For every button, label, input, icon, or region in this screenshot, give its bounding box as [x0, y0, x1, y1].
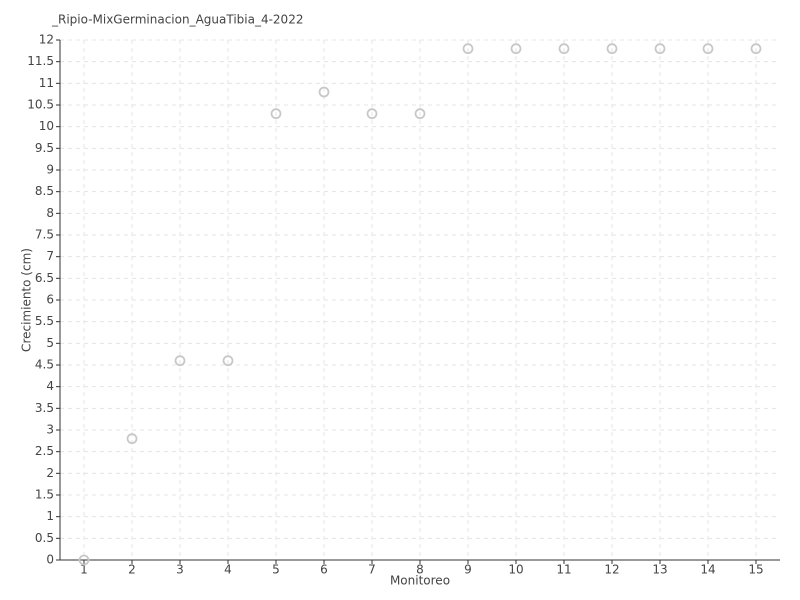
point: [366, 108, 378, 120]
point: [462, 43, 474, 55]
y-tick-label: 4.5: [35, 358, 54, 372]
point: [702, 43, 714, 55]
x-tick-label: 13: [652, 563, 667, 577]
x-tick-label: 3: [176, 563, 184, 577]
point: [318, 86, 330, 98]
y-tick-label: 8.5: [35, 184, 54, 198]
x-axis-label: Monitoreo: [390, 574, 450, 588]
y-axis-label: Crecimiento (cm): [20, 248, 34, 352]
point: [750, 43, 762, 55]
y-tick-label: 11.5: [27, 54, 54, 68]
x-tick-label: 7: [368, 563, 376, 577]
x-tick-label: 14: [700, 563, 715, 577]
point: [606, 43, 618, 55]
y-tick-label: 6.5: [35, 271, 54, 285]
y-tick-label: 10: [39, 119, 54, 133]
y-tick-label: 4: [46, 379, 54, 393]
y-tick-label: 7.5: [35, 228, 54, 242]
x-tick-label: 5: [272, 563, 280, 577]
x-tick-label: 2: [128, 563, 136, 577]
y-tick-label: 10.5: [27, 98, 54, 112]
y-tick-label: 0.5: [35, 531, 54, 545]
y-tick-label: 2: [46, 466, 54, 480]
x-tick-label: 1: [80, 563, 88, 577]
x-tick-label: 4: [224, 563, 232, 577]
y-tick-label: 0: [46, 553, 54, 567]
x-tick-label: 15: [748, 563, 763, 577]
point: [78, 554, 90, 566]
x-tick-label: 11: [556, 563, 571, 577]
point: [270, 108, 282, 120]
y-tick-label: 2.5: [35, 444, 54, 458]
y-tick-label: 12: [39, 33, 54, 47]
x-tick-label: 8: [416, 563, 424, 577]
point: [222, 355, 234, 367]
y-tick-label: 7: [46, 249, 54, 263]
point: [510, 43, 522, 55]
y-tick-label: 3.5: [35, 401, 54, 415]
point: [654, 43, 666, 55]
x-tick-label: 10: [508, 563, 523, 577]
point: [414, 108, 426, 120]
chart-title: _Ripio-MixGerminacion_AguaTibia_4-2022: [51, 13, 303, 27]
y-tick-label: 3: [46, 423, 54, 437]
point: [126, 433, 138, 445]
y-tick-label: 8: [46, 206, 54, 220]
y-tick-label: 6: [46, 293, 54, 307]
x-tick-label: 12: [604, 563, 619, 577]
y-tick-label: 9.5: [35, 141, 54, 155]
y-tick-label: 5.5: [35, 314, 54, 328]
x-tick-label: 9: [464, 563, 472, 577]
y-tick-label: 5: [46, 336, 54, 350]
point: [174, 355, 186, 367]
x-tick-label: 6: [320, 563, 328, 577]
y-tick-label: 9: [46, 163, 54, 177]
y-tick-label: 11: [39, 76, 54, 90]
y-tick-label: 1.5: [35, 488, 54, 502]
y-tick-label: 1: [46, 509, 54, 523]
point: [558, 43, 570, 55]
